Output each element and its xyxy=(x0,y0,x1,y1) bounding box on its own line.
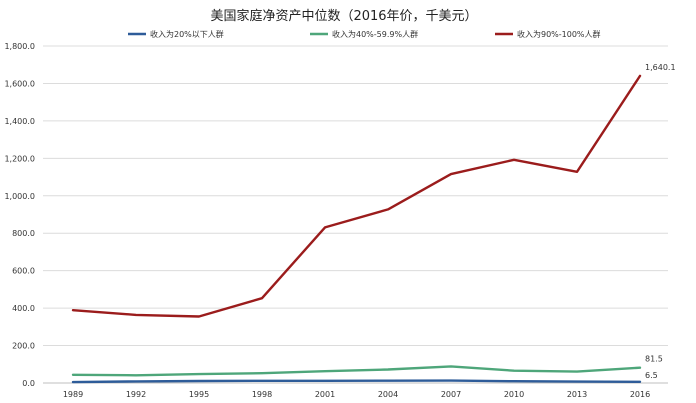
end-label-0: 6.5 xyxy=(645,371,658,380)
y-tick-label: 200.0 xyxy=(12,342,35,351)
end-label-1: 81.5 xyxy=(645,355,663,364)
x-tick-label: 2004 xyxy=(378,390,398,399)
y-tick-label: 800.0 xyxy=(12,229,35,238)
x-tick-label: 2001 xyxy=(315,390,335,399)
y-tick-label: 1,200.0 xyxy=(4,154,35,163)
x-tick-label: 2016 xyxy=(630,390,650,399)
x-tick-label: 2013 xyxy=(567,390,587,399)
legend: 收入为20%以下人群 收入为40%-59.9%人群 收入为90%-100%人群 xyxy=(128,29,601,39)
legend-label: 收入为40%-59.9%人群 xyxy=(332,29,418,39)
end-label-2: 1,640.1 xyxy=(645,63,676,72)
x-tick-label: 2010 xyxy=(504,390,524,399)
legend-label: 收入为90%-100%人群 xyxy=(517,29,601,39)
y-tick-label: 400.0 xyxy=(12,304,35,313)
y-tick-label: 600.0 xyxy=(12,267,35,276)
y-axis: 0.0 200.0 400.0 600.0 800.0 1,000.0 1,200.0 1,4… xyxy=(4,42,35,388)
series-line-0 xyxy=(71,379,642,384)
series-line-2 xyxy=(71,74,642,318)
x-tick-label: 1989 xyxy=(63,390,83,399)
series-line-1 xyxy=(71,365,642,377)
y-tick-label: 0.0 xyxy=(22,379,35,388)
series-lines xyxy=(71,74,642,384)
y-tick-label: 1,400.0 xyxy=(4,117,35,126)
end-labels: 6.5 81.5 1,640.1 xyxy=(645,63,676,380)
gridlines xyxy=(43,45,668,384)
x-tick-label: 1995 xyxy=(189,390,209,399)
x-tick-label: 1998 xyxy=(252,390,272,399)
y-tick-label: 1,800.0 xyxy=(4,42,35,51)
x-tick-label: 1992 xyxy=(126,390,146,399)
legend-label: 收入为20%以下人群 xyxy=(150,29,224,39)
chart-title: 美国家庭净资产中位数（2016年价，千美元） xyxy=(210,8,477,24)
x-tick-label: 2007 xyxy=(441,390,461,399)
y-tick-label: 1,000.0 xyxy=(4,192,35,201)
x-axis: 1989 1992 1995 1998 2001 2004 2007 2010 2013 2016 xyxy=(63,390,650,399)
y-tick-label: 1,600.0 xyxy=(4,79,35,88)
